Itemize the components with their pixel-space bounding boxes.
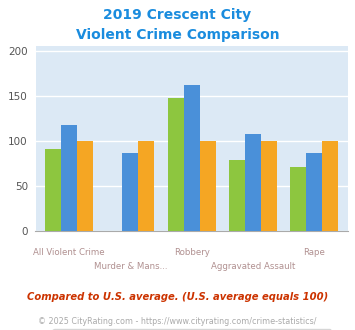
- Bar: [184, 85, 200, 231]
- Text: All Violent Crime: All Violent Crime: [33, 248, 105, 257]
- Bar: [138, 141, 154, 231]
- Bar: [122, 153, 138, 231]
- Bar: [45, 149, 61, 231]
- Text: 2019 Crescent City: 2019 Crescent City: [103, 8, 252, 22]
- Bar: [322, 141, 338, 231]
- Legend: Crescent City, California, National: Crescent City, California, National: [53, 329, 331, 330]
- Text: Violent Crime Comparison: Violent Crime Comparison: [76, 28, 279, 42]
- Bar: [168, 98, 184, 231]
- Text: Compared to U.S. average. (U.S. average equals 100): Compared to U.S. average. (U.S. average …: [27, 292, 328, 302]
- Bar: [61, 125, 77, 231]
- Bar: [77, 141, 93, 231]
- Bar: [200, 141, 215, 231]
- Bar: [245, 134, 261, 231]
- Text: Aggravated Assault: Aggravated Assault: [211, 262, 295, 271]
- Text: Rape: Rape: [303, 248, 325, 257]
- Text: Murder & Mans...: Murder & Mans...: [94, 262, 167, 271]
- Bar: [306, 152, 322, 231]
- Bar: [229, 160, 245, 231]
- Text: © 2025 CityRating.com - https://www.cityrating.com/crime-statistics/: © 2025 CityRating.com - https://www.city…: [38, 317, 317, 326]
- Bar: [261, 141, 277, 231]
- Bar: [290, 167, 306, 231]
- Text: Robbery: Robbery: [174, 248, 210, 257]
